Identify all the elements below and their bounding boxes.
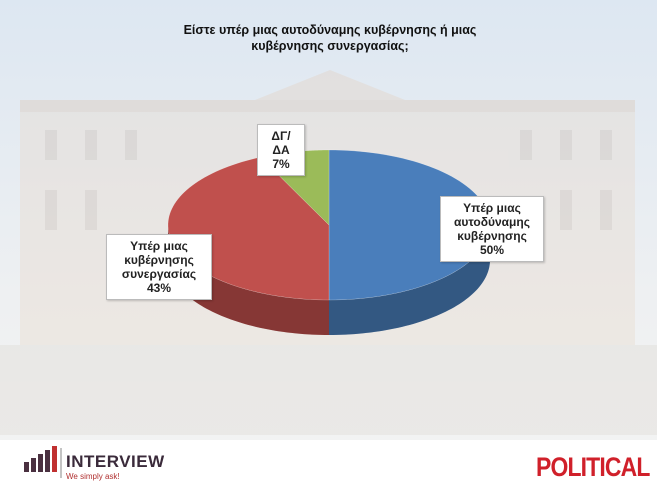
- data-label-value: 7%: [272, 157, 290, 171]
- outlet-logo: POLITICAL: [535, 452, 650, 482]
- data-label-category: ΔΓ/ΔΑ: [271, 129, 291, 157]
- chart-title: Είστε υπέρ μιας αυτοδύναμης κυβέρνησης ή…: [183, 23, 477, 53]
- data-label-category: Υπέρ μιας κυβέρνησης συνεργασίας: [121, 239, 197, 281]
- slice-side-shade: [329, 225, 490, 335]
- pie-sides: [168, 225, 490, 335]
- brand-icon: [24, 446, 57, 472]
- footer: [0, 440, 657, 494]
- pie-tops: [167, 149, 491, 301]
- brand: INTERVIEW: [66, 452, 165, 471]
- data-label: Υπέρ μιας αυτοδύναμης κυβέρνησης 50%: [440, 196, 544, 262]
- slice-side: [329, 225, 490, 335]
- data-label: ΔΓ/ΔΑ 7%: [257, 124, 305, 176]
- slice-side: [168, 225, 329, 335]
- tagline: We simply ask!: [66, 472, 120, 481]
- data-label-value: 43%: [146, 281, 172, 295]
- slice-side-shade: [168, 225, 329, 335]
- data-label-value: 50%: [479, 243, 505, 257]
- data-label: Υπέρ μιας κυβέρνησης συνεργασίας 43%: [106, 234, 212, 300]
- data-label-category: Υπέρ μιας αυτοδύναμης κυβέρνησης: [454, 201, 530, 243]
